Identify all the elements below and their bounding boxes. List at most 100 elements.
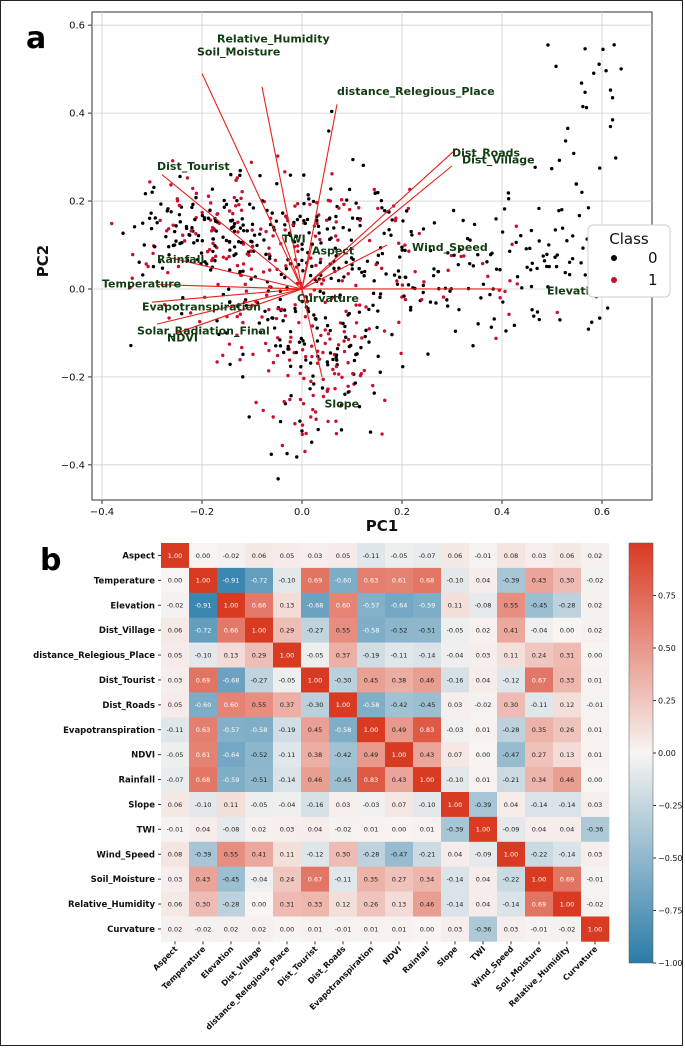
heatmap-value: 0.02 [588,626,602,634]
heatmap-cell [581,866,610,892]
point-class-1 [367,327,371,331]
point-class-1 [374,262,378,267]
point-class-1 [323,300,327,305]
heatmap-cell [217,841,246,867]
point-class-0 [376,309,380,313]
heatmap-cell [301,767,330,793]
point-class-0 [567,260,572,265]
heatmap-value: 0.08 [168,851,182,859]
point-class-0 [453,329,458,333]
point-class-1 [329,296,334,301]
point-class-0 [238,269,242,274]
point-class-0 [241,375,245,379]
point-class-0 [384,272,388,276]
point-class-0 [530,308,534,312]
point-class-0 [554,264,559,269]
point-class-0 [251,206,256,210]
heatmap-cell [329,617,358,643]
heatmap-cell [357,891,386,917]
point-class-0 [515,275,520,279]
heatmap-cell [497,717,526,743]
heatmap-value: 0.03 [280,826,294,834]
heatmap-value: 1.00 [476,826,490,834]
point-class-0 [238,173,242,178]
point-class-1 [251,352,255,357]
point-class-0 [401,364,405,369]
heatmap-value: 0.03 [168,875,182,883]
pca-biplot: −0.4 −0.2 0.0 0.2 0.4 0.6 −0.4 −0.2 0.0 0.2 0.4 0.6… [34,11,671,535]
point-class-1 [367,238,372,243]
point-class-0 [150,190,154,194]
heatmap-value: -0.58 [363,701,380,709]
heatmap-cell [301,667,330,693]
point-class-0 [327,129,331,133]
heatmap-cell [161,841,190,867]
loading-label-soil-moisture: Soil_Moisture [197,46,280,59]
heatmap-cell [161,567,190,594]
heatmap-value: -0.42 [391,701,408,709]
heatmap-cell [329,767,358,793]
point-class-0 [174,224,178,228]
heatmap-value: -0.11 [167,726,184,734]
heatmap-cell [441,543,470,569]
heatmap-cell [525,592,554,618]
heatmap-value: 0.69 [308,577,322,585]
heatmap-value: -0.14 [419,651,436,659]
point-class-0 [164,234,168,239]
heatmap-cell [581,742,610,768]
point-class-0 [339,428,344,432]
point-class-0 [143,192,148,196]
point-class-0 [335,347,340,351]
row-label-aspect: Aspect [122,551,155,561]
heatmap-value: -0.28 [559,602,576,610]
heatmap-value: 1.00 [588,925,602,933]
point-class-0 [283,223,287,227]
point-class-0 [319,241,323,245]
point-class-1 [298,397,303,402]
point-class-0 [191,202,195,207]
heatmap-value: 0.01 [476,776,490,784]
point-class-0 [132,225,137,229]
point-class-0 [247,415,251,419]
point-class-0 [308,361,313,365]
point-class-1 [298,371,302,376]
heatmap-value: 0.43 [196,875,210,883]
heatmap-cell [525,543,554,569]
heatmap-value: 0.06 [168,900,182,908]
row-label-slope: Slope [128,800,155,810]
point-class-0 [525,265,529,270]
point-class-0 [258,330,263,334]
heatmap-cell [245,642,274,668]
heatmap-cell [497,891,526,917]
point-class-0 [305,217,310,222]
point-class-0 [485,260,489,264]
point-class-1 [176,264,181,269]
row-label-curvature: Curvature [107,925,155,935]
point-class-0 [376,190,380,195]
point-class-1 [177,203,182,208]
point-class-0 [365,259,370,264]
col-label-ndvi: NDVI [381,944,403,966]
point-class-1 [403,243,407,247]
loading-arrow-slope [301,288,323,378]
point-class-0 [379,198,384,203]
point-class-0 [249,239,253,243]
point-class-0 [252,233,257,237]
heatmap-cell [581,767,610,793]
point-class-0 [166,245,171,249]
heatmap-cell [189,642,218,668]
point-class-0 [347,187,352,192]
point-class-1 [264,229,268,234]
heatmap-cell [329,567,358,594]
heatmap-cell [525,792,554,818]
point-class-1 [247,253,251,257]
point-class-0 [368,430,373,434]
heatmap-cell [441,916,470,942]
heatmap-cell [245,841,274,867]
point-class-0 [155,220,159,225]
heatmap-value: -0.02 [587,900,604,908]
point-class-1 [420,297,424,302]
heatmap-cell [413,692,442,718]
point-class-1 [336,343,341,347]
point-class-0 [276,477,280,481]
